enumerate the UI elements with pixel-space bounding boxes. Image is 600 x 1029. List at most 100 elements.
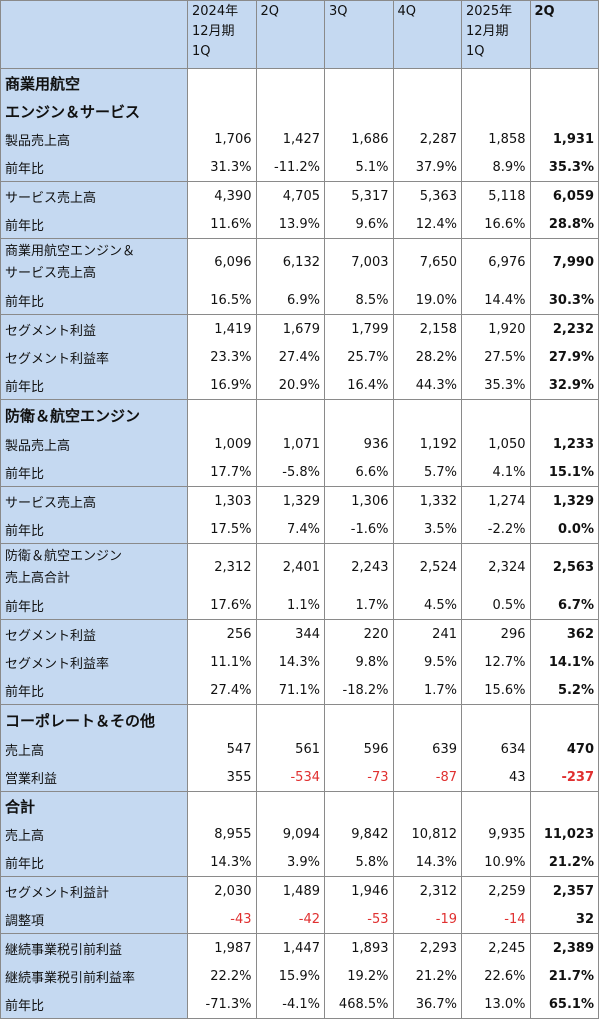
row-label: 前年比 <box>0 286 188 315</box>
value-cell: 2,293 <box>392 933 462 963</box>
row-label: サービス売上高 <box>0 181 188 211</box>
row-label: 前年比 <box>0 676 188 705</box>
value-cell: 2,312 <box>392 876 462 906</box>
value-cell: 1,893 <box>324 933 394 963</box>
table-body: 商業用航空 エンジン＆サービス 製品売上高 1,706 1,427 1,686 2,287 1… <box>0 68 599 1019</box>
value-cell: 8.9% <box>461 153 531 182</box>
value-cell: 22.2% <box>187 962 257 991</box>
value-cell: 11.6% <box>187 210 257 239</box>
value-cell: 1,931 <box>529 125 599 154</box>
value-cell: 1,050 <box>461 430 531 459</box>
value-cell: 15.1% <box>529 458 599 487</box>
value-cell: 31.3% <box>187 153 257 182</box>
table-row: 継続事業税引前利益率 22.2% 15.9% 19.2% 21.2% 22.6% 21.7% <box>0 962 599 991</box>
row-label: 前年比 <box>0 515 188 544</box>
column-header: 4Q <box>392 0 462 69</box>
value-cell: 241 <box>392 619 462 649</box>
table-row: 前年比 17.5% 7.4% -1.6% 3.5% -2.2% 0.0% <box>0 515 599 544</box>
value-cell: 5,118 <box>461 181 531 211</box>
value-cell <box>324 97 394 126</box>
value-cell: 12.4% <box>392 210 462 239</box>
value-cell: 9,935 <box>461 820 531 849</box>
column-header: 2Q <box>255 0 325 69</box>
value-cell <box>392 399 462 431</box>
value-cell: 8,955 <box>187 820 257 849</box>
value-cell: 3.5% <box>392 515 462 544</box>
table-row: 調整項 -43 -42 -53 -19 -14 32 <box>0 905 599 934</box>
value-cell: 1,706 <box>187 125 257 154</box>
table-row: 前年比 17.6% 1.1% 1.7% 4.5% 0.5% 6.7% <box>0 591 599 620</box>
value-cell: 5.2% <box>529 676 599 705</box>
value-cell: 36.7% <box>392 990 462 1019</box>
value-cell: 1.7% <box>324 591 394 620</box>
value-cell: 2,245 <box>461 933 531 963</box>
value-cell: -5.8% <box>255 458 325 487</box>
row-label: 売上高 <box>0 735 188 764</box>
value-cell: 2,312 <box>187 543 257 592</box>
table-row: サービス売上高 4,390 4,705 5,317 5,363 5,118 6,059 <box>0 181 599 211</box>
value-cell: 43 <box>461 763 531 792</box>
value-cell: -42 <box>255 905 325 934</box>
value-cell <box>187 97 257 126</box>
table-row: セグメント利益計 2,030 1,489 1,946 2,312 2,259 2,357 <box>0 876 599 906</box>
value-cell: -4.1% <box>255 990 325 1019</box>
value-cell: -11.2% <box>255 153 325 182</box>
table-row: 製品売上高 1,706 1,427 1,686 2,287 1,858 1,931 <box>0 125 599 154</box>
column-header-line: 1Q <box>466 44 485 59</box>
value-cell <box>255 399 325 431</box>
column-header-line: 12月期 <box>466 24 509 39</box>
value-cell: -18.2% <box>324 676 394 705</box>
value-cell: 1,419 <box>187 314 257 344</box>
value-cell: 6,059 <box>529 181 599 211</box>
value-cell: 17.7% <box>187 458 257 487</box>
value-cell: 23.3% <box>187 343 257 372</box>
value-cell: -534 <box>255 763 325 792</box>
value-cell: 1.7% <box>392 676 462 705</box>
value-cell: 12.7% <box>461 648 531 677</box>
row-label: 商業用航空エンジン＆ サービス売上高 <box>0 238 188 287</box>
column-header-line: 12月期 <box>192 24 235 39</box>
row-label: 前年比 <box>0 990 188 1019</box>
row-label: 調整項 <box>0 905 188 934</box>
value-cell: 639 <box>392 735 462 764</box>
value-cell: 7,990 <box>529 238 599 287</box>
value-cell: 25.7% <box>324 343 394 372</box>
value-cell: -87 <box>392 763 462 792</box>
value-cell: 936 <box>324 430 394 459</box>
value-cell: 0.0% <box>529 515 599 544</box>
table-row: 前年比 11.6% 13.9% 9.6% 12.4% 16.6% 28.8% <box>0 210 599 239</box>
value-cell: -14 <box>461 905 531 934</box>
value-cell <box>255 791 325 821</box>
value-cell: 22.6% <box>461 962 531 991</box>
value-cell: 6.9% <box>255 286 325 315</box>
value-cell: 30.3% <box>529 286 599 315</box>
value-cell: 1,858 <box>461 125 531 154</box>
value-cell: 27.5% <box>461 343 531 372</box>
value-cell: 5.8% <box>324 848 394 877</box>
row-label: セグメント利益計 <box>0 876 188 906</box>
value-cell: 16.9% <box>187 371 257 400</box>
value-cell: 1,987 <box>187 933 257 963</box>
value-cell: 596 <box>324 735 394 764</box>
value-cell: 6,976 <box>461 238 531 287</box>
value-cell: -53 <box>324 905 394 934</box>
value-cell: 344 <box>255 619 325 649</box>
value-cell: 21.2% <box>392 962 462 991</box>
value-cell: 1,329 <box>529 486 599 516</box>
column-header: 2024年 12月期 1Q <box>187 0 257 69</box>
value-cell: 1,274 <box>461 486 531 516</box>
table-row: 前年比 14.3% 3.9% 5.8% 14.3% 10.9% 21.2% <box>0 848 599 877</box>
value-cell: 11,023 <box>529 820 599 849</box>
value-cell <box>461 791 531 821</box>
value-cell: 1,233 <box>529 430 599 459</box>
value-cell: 37.9% <box>392 153 462 182</box>
value-cell: 1,192 <box>392 430 462 459</box>
value-cell: 362 <box>529 619 599 649</box>
value-cell: 2,243 <box>324 543 394 592</box>
value-cell: -73 <box>324 763 394 792</box>
value-cell <box>255 68 325 98</box>
value-cell: 5,363 <box>392 181 462 211</box>
value-cell: 9,842 <box>324 820 394 849</box>
value-cell: 6,132 <box>255 238 325 287</box>
section-title: 防衛＆航空エンジン <box>0 399 188 431</box>
